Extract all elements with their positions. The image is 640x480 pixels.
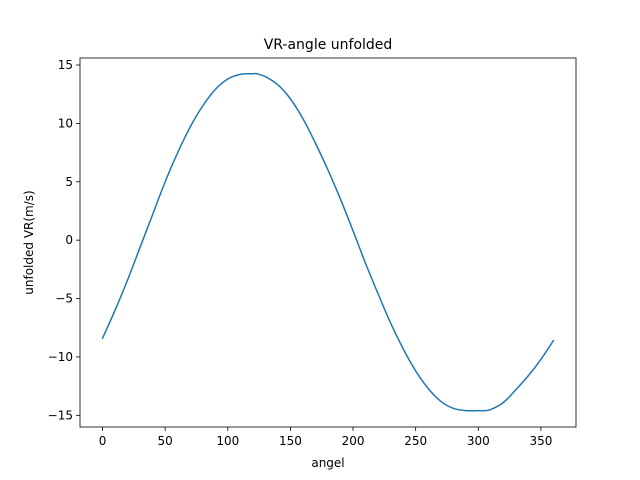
x-tick-label: 50 xyxy=(158,434,173,448)
x-tick-label: 300 xyxy=(467,434,490,448)
x-axis-label: angel xyxy=(311,456,344,470)
axes-frame xyxy=(79,57,577,428)
x-tick-label: 350 xyxy=(529,434,552,448)
chart-title: VR-angle unfolded xyxy=(264,37,393,53)
series-line xyxy=(101,72,555,412)
y-tick-label: 5 xyxy=(65,175,73,189)
y-tick-label: −10 xyxy=(48,350,73,364)
y-tick-label: 15 xyxy=(58,58,73,72)
y-axis-label: unfolded VR(m/s) xyxy=(22,190,36,294)
y-tick-label: 10 xyxy=(58,116,73,130)
x-tick-label: 250 xyxy=(404,434,427,448)
x-tick-label: 100 xyxy=(216,434,239,448)
y-axis: −15 −10 −5 0 5 10 15 xyxy=(48,58,80,422)
x-axis: 0 50 100 150 200 250 300 350 xyxy=(99,427,552,448)
y-tick-label: −5 xyxy=(55,292,73,306)
x-tick-label: 200 xyxy=(342,434,365,448)
y-tick-label: −15 xyxy=(48,408,73,422)
y-tick-label: 0 xyxy=(65,233,73,247)
x-tick-label: 0 xyxy=(99,434,107,448)
x-tick-label: 150 xyxy=(279,434,302,448)
